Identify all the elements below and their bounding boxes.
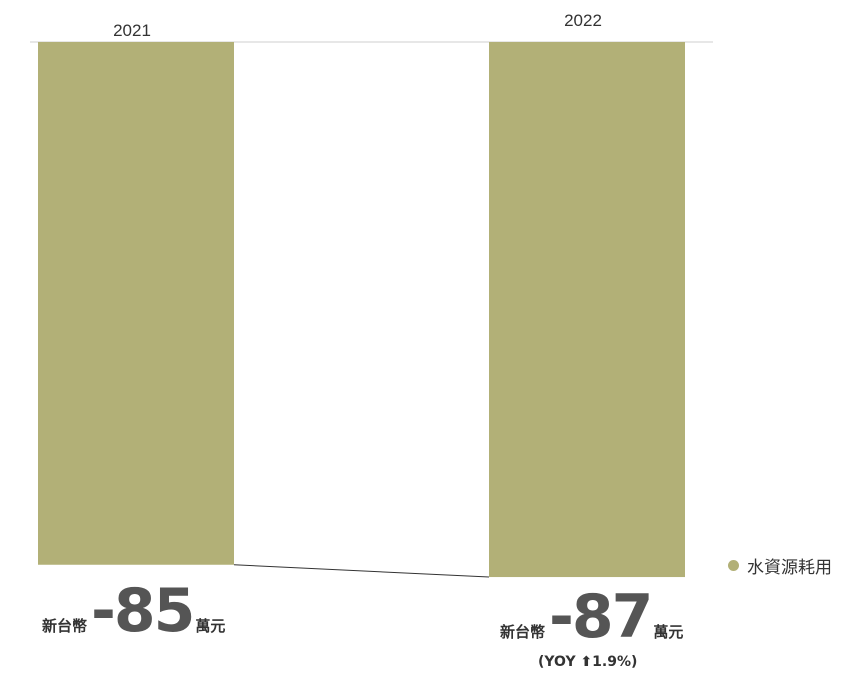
legend-swatch bbox=[728, 560, 739, 571]
value-unit: 萬元 bbox=[653, 623, 684, 641]
value-number: -85 bbox=[91, 576, 195, 646]
legend: 水資源耗用 bbox=[728, 553, 832, 578]
value-number: -87 bbox=[549, 582, 653, 652]
connector-line bbox=[233, 564, 490, 578]
value-label-2022: 新台幣 -87 萬元 bbox=[500, 587, 683, 647]
category-label-2021: 2021 bbox=[113, 21, 151, 40]
legend-label: 水資源耗用 bbox=[747, 558, 832, 578]
bar-2022 bbox=[489, 42, 685, 578]
value-unit: 萬元 bbox=[195, 617, 226, 635]
value-prefix: 新台幣 bbox=[500, 623, 546, 641]
value-label-2021: 新台幣 -85 萬元 bbox=[42, 581, 225, 641]
value-prefix: 新台幣 bbox=[42, 617, 88, 635]
yoy-label: (YOY ⬆1.9%) bbox=[538, 654, 638, 670]
category-label-2022: 2022 bbox=[564, 11, 602, 30]
bar-2021 bbox=[38, 42, 234, 565]
